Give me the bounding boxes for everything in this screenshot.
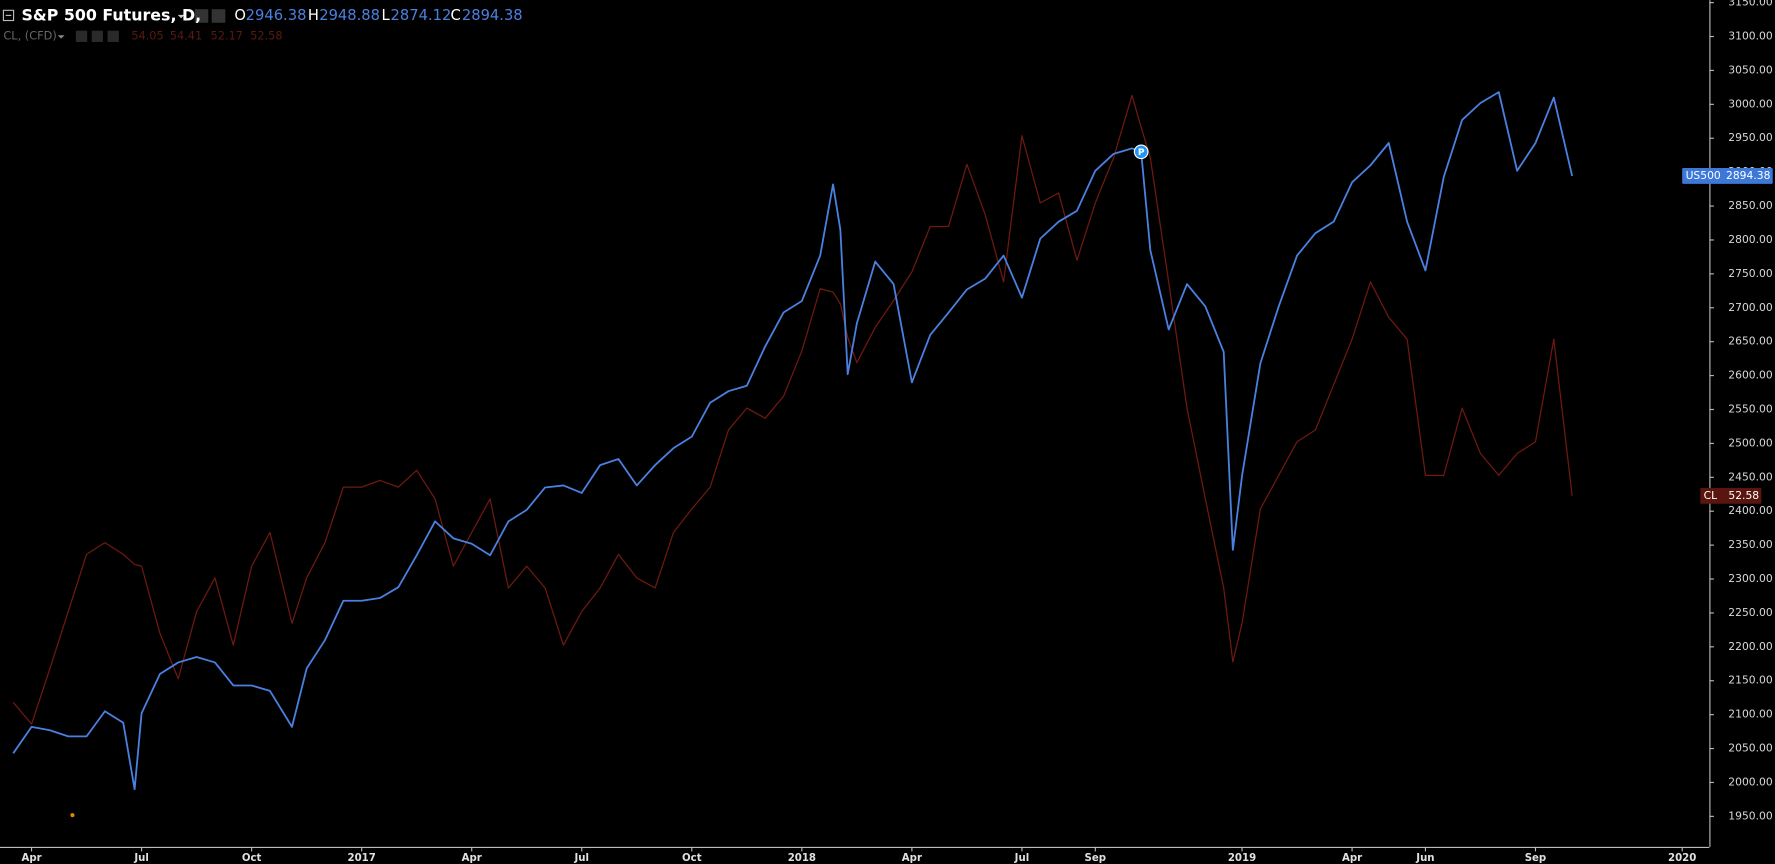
y-tick-label: 2750.00 (1728, 267, 1773, 280)
y-tick-label: 3100.00 (1728, 30, 1773, 43)
ohlc-value: 54.41 (170, 28, 202, 42)
x-tick-label: 2020 (1668, 853, 1696, 864)
symbol-title: S&P 500 Futures, D, (22, 5, 202, 24)
x-tick-label: Sep (1085, 853, 1107, 864)
ohlc-label: L (381, 7, 390, 24)
y-tick-label: 2500.00 (1728, 436, 1773, 449)
y-tick-label: 2600.00 (1728, 369, 1773, 382)
y-tick-label: 3050.00 (1728, 63, 1773, 76)
y-tick-label: 3000.00 (1728, 97, 1773, 110)
x-tick-label: 2018 (788, 853, 816, 864)
x-tick-label: Oct (682, 853, 702, 864)
series-line (12, 91, 1574, 791)
ohlc-value: 2948.88 (319, 7, 380, 24)
format-icon[interactable] (91, 30, 104, 43)
price-tag-value: 2894.38 (1726, 169, 1771, 182)
ohlc-value: 52.17 (211, 28, 243, 42)
y-tick-label: 2850.00 (1728, 199, 1773, 212)
price-tag-value: 52.58 (1728, 489, 1759, 502)
y-tick-label: 2450.00 (1728, 470, 1773, 483)
settings-icon[interactable] (75, 30, 88, 43)
settings-icon[interactable] (194, 9, 209, 23)
price-tag (1700, 487, 1762, 504)
price-tag-name: CL (1704, 489, 1718, 502)
ohlc-value: 2874.12 (391, 7, 452, 24)
remove-icon[interactable] (107, 30, 119, 43)
ohlc-label: H (308, 7, 319, 24)
y-tick-label: 2100.00 (1728, 708, 1773, 721)
y-tick-label: 2200.00 (1728, 640, 1773, 653)
y-tick-label: 2150.00 (1728, 674, 1773, 687)
event-dot (70, 813, 75, 818)
plot-area (12, 91, 1574, 791)
ohlc-value: 2894.38 (462, 7, 523, 24)
x-tick-label: Apr (902, 853, 922, 864)
price-tag (1682, 168, 1773, 184)
y-tick-label: 2650.00 (1728, 335, 1773, 348)
y-tick-label: 2300.00 (1728, 572, 1773, 585)
format-icon[interactable] (211, 9, 226, 23)
x-tick-label: Apr (1342, 853, 1362, 864)
y-tick-label: 2700.00 (1728, 301, 1773, 314)
header: S&P 500 Futures, D, O 2946.38 H 2948.88 L 2874… (2, 5, 523, 43)
y-tick-label: 3150.00 (1728, 0, 1773, 9)
price-tag-name: US500 (1686, 169, 1721, 182)
x-tick-label: Apr (21, 853, 41, 864)
y-tick-label: 2550.00 (1728, 402, 1773, 415)
annotation-marker (1133, 144, 1149, 160)
y-tick-label: 1950.00 (1728, 809, 1773, 822)
x-tick-label: 2017 (348, 853, 376, 864)
y-tick-label: 2000.00 (1728, 775, 1773, 788)
ohlc-value: 2946.38 (246, 7, 307, 24)
ohlc-value: 52.58 (250, 28, 282, 42)
x-tick-label: Jul (574, 853, 590, 864)
x-tick-label: Jul (133, 853, 149, 864)
x-tick-label: Jul (1014, 853, 1030, 864)
dropdown-caret[interactable] (177, 14, 185, 19)
dropdown-caret[interactable] (57, 35, 65, 39)
symbol-title: CL, (CFD) (3, 28, 56, 42)
y-tick-label: 2950.00 (1728, 131, 1773, 144)
ohlc-label: C (451, 7, 461, 24)
series-line (12, 94, 1573, 725)
y-tick-label: 2400.00 (1728, 504, 1773, 517)
ohlc-label: O (234, 7, 246, 24)
y-tick-label: 2800.00 (1728, 233, 1773, 246)
ohlc-value: 54.05 (131, 28, 163, 42)
x-tick-label: Oct (242, 853, 262, 864)
x-tick-label: Apr (462, 853, 482, 864)
x-tick-label: Sep (1525, 853, 1547, 864)
y-tick-label: 2350.00 (1728, 538, 1773, 551)
x-tick-label: 2019 (1228, 853, 1256, 864)
annotation-text: P (1138, 148, 1145, 158)
y-tick-label: 2050.00 (1728, 742, 1773, 755)
y-tick-label: 2250.00 (1728, 606, 1773, 619)
collapse-icon[interactable] (2, 9, 15, 22)
x-tick-label: Jun (1415, 853, 1434, 864)
